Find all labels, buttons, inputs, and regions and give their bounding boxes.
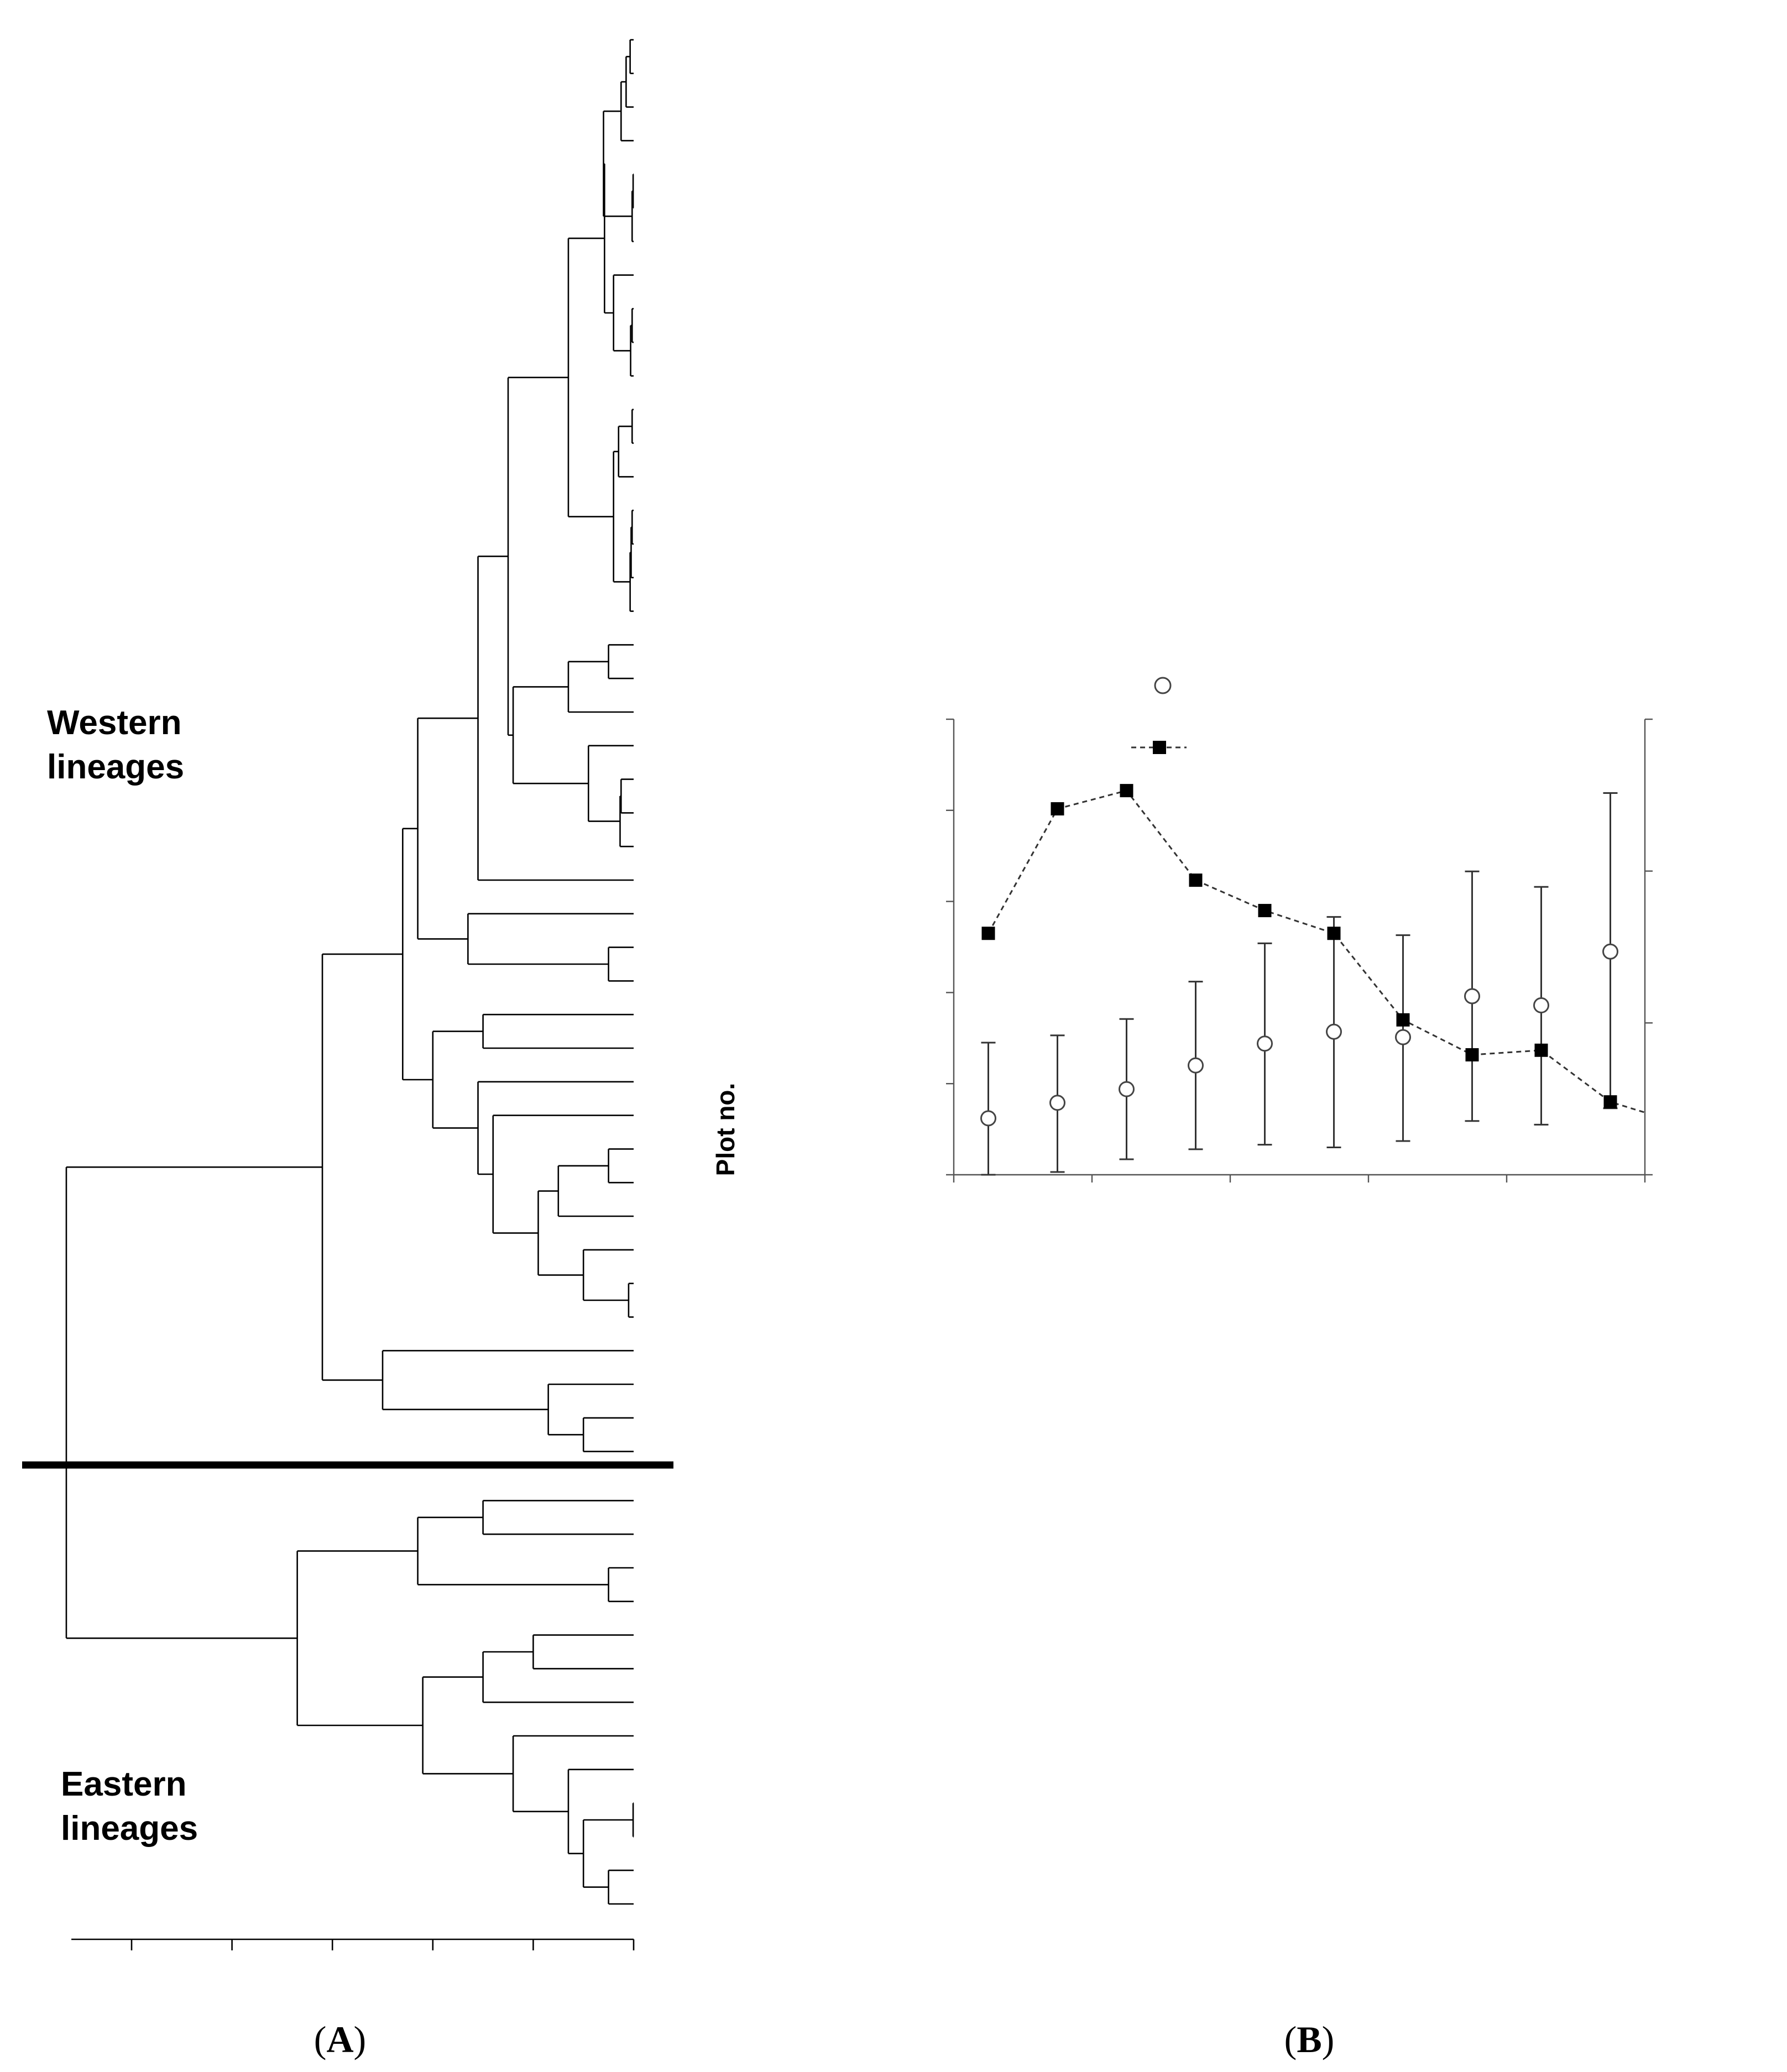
nei-distance-point xyxy=(1119,1081,1135,1097)
nei-distance-point xyxy=(1188,1057,1204,1074)
sample-size-point xyxy=(1120,784,1133,798)
nei-distance-point xyxy=(1464,988,1480,1004)
sample-size-point xyxy=(1051,802,1064,816)
nei-distance-point xyxy=(1326,1023,1342,1040)
nei-distance-point xyxy=(1257,1035,1273,1052)
sample-size-point xyxy=(1465,1048,1479,1062)
panel-b-letter: B xyxy=(1297,2018,1321,2060)
panel-a-label: (A) xyxy=(314,2018,366,2060)
panel-b-label: (B) xyxy=(1284,2018,1335,2060)
dendrogram-panel xyxy=(22,39,673,1905)
dendrogram-y-axis-label: Plot no. xyxy=(711,1083,740,1176)
western-label-line2: lineages xyxy=(47,748,184,786)
sample-size-point xyxy=(981,927,995,940)
nei-distance-point xyxy=(980,1110,996,1127)
eastern-label-line2: lineages xyxy=(61,1809,198,1848)
nei-distance-point xyxy=(1395,1029,1411,1045)
sample-size-point xyxy=(1258,904,1272,918)
nei-distance-point xyxy=(1602,943,1618,960)
sample-size-point xyxy=(1603,1095,1617,1109)
sample-size-point xyxy=(1396,1013,1410,1027)
dendrogram-x-axis xyxy=(71,1938,635,1950)
nei-distance-point xyxy=(1533,997,1549,1013)
sample-size-line xyxy=(987,789,1645,1113)
nei-distance-point xyxy=(1049,1095,1065,1111)
eastern-label-line1: Eastern xyxy=(61,1765,186,1803)
sample-size-point xyxy=(1189,873,1203,887)
sample-size-point xyxy=(1327,927,1341,940)
sample-size-point xyxy=(1534,1043,1548,1057)
panel-a-letter: A xyxy=(326,2018,353,2060)
legend-sample-marker xyxy=(1153,741,1166,754)
legend-nei-marker xyxy=(1154,677,1172,694)
nei-distance-panel xyxy=(946,677,1653,1182)
western-label-line1: Western xyxy=(47,704,182,742)
